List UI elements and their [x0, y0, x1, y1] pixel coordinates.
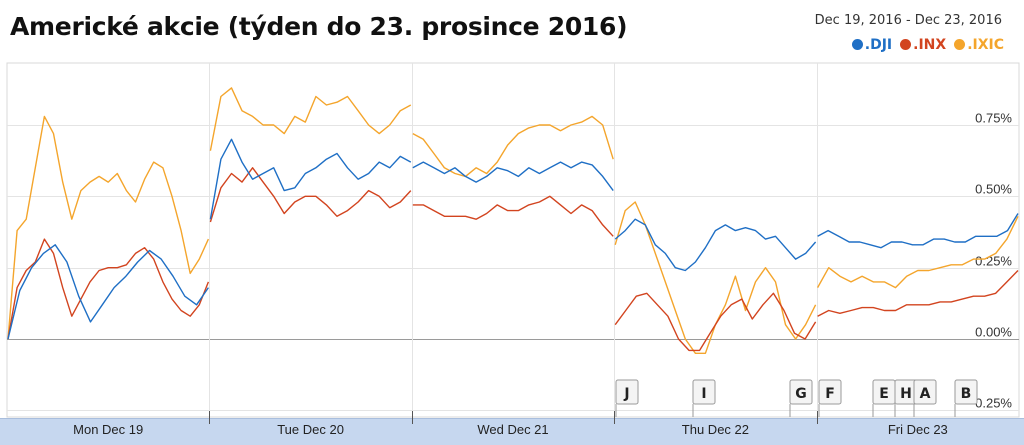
annotation-flag: G — [789, 379, 813, 417]
annotation-flag: F — [818, 379, 842, 417]
x-tick-label: Mon Dec 19 — [73, 422, 143, 437]
x-axis-band — [0, 418, 1024, 445]
annotation-flag: J — [615, 379, 639, 417]
legend-dot-icon — [954, 39, 966, 50]
annotation-label: J — [623, 386, 629, 402]
y-tick-label: 0.75% — [975, 111, 1012, 126]
series-line-dji — [614, 218, 817, 272]
series-line-dji — [7, 244, 209, 340]
annotation-flag: A — [913, 379, 937, 417]
annotation-flag: H — [894, 379, 918, 417]
annotation-flag: I — [692, 379, 716, 417]
y-tick-label: -0.25% — [971, 396, 1013, 411]
series-line-ixic — [412, 115, 614, 178]
series-line-inx — [412, 195, 614, 237]
x-tick-label: Fri Dec 23 — [888, 422, 948, 437]
annotation-box — [913, 379, 937, 405]
annotation-label: H — [900, 386, 912, 402]
annotation-box — [789, 379, 813, 405]
annotation-label: B — [961, 386, 972, 402]
y-tick-label: 0.00% — [975, 325, 1012, 340]
annotation-label: E — [879, 386, 889, 402]
plot-frame — [6, 62, 1020, 418]
annotation-label: A — [920, 386, 931, 402]
legend-dot-icon — [900, 39, 912, 50]
annotation-flag: B — [954, 379, 978, 417]
series-line-dji — [817, 213, 1019, 249]
legend-label: .INX — [913, 37, 947, 53]
legend-item: .IXIC — [954, 37, 1004, 53]
series-line-inx — [614, 292, 817, 352]
date-range: Dec 19, 2016 - Dec 23, 2016 — [814, 13, 1002, 28]
x-tick-label: Wed Dec 21 — [477, 422, 548, 437]
annotation-flag: E — [872, 379, 896, 417]
legend-label: .IXIC — [967, 37, 1004, 53]
series-line-ixic — [816, 215, 1019, 289]
series-line-dji — [412, 161, 614, 192]
legend-dot-icon — [851, 39, 863, 50]
legend: .DJI .INX .IXIC — [844, 37, 1004, 53]
legend-label: .DJI — [864, 37, 893, 53]
annotation-box — [692, 379, 716, 405]
annotation-box — [954, 379, 978, 405]
series-line-ixic — [209, 87, 412, 151]
annotation-label: G — [795, 386, 807, 402]
y-tick-label: 0.50% — [975, 182, 1012, 197]
x-tick-label: Thu Dec 22 — [682, 422, 749, 437]
series-line-inx — [7, 238, 210, 340]
x-tick-label: Tue Dec 20 — [277, 422, 344, 437]
legend-item: .INX — [900, 37, 946, 53]
series-line-inx — [209, 167, 412, 223]
series-line-ixic — [7, 115, 210, 340]
series-line-inx — [817, 270, 1019, 317]
series-line-dji — [209, 138, 412, 220]
annotation-label: I — [701, 386, 706, 402]
chart-title: Americké akcie (týden do 23. prosince 20… — [10, 12, 628, 41]
y-tick-label: 0.25% — [975, 254, 1012, 269]
annotation-label: F — [825, 386, 835, 402]
annotation-box — [615, 379, 639, 405]
legend-item: .DJI — [851, 37, 893, 53]
annotation-box — [818, 379, 842, 405]
